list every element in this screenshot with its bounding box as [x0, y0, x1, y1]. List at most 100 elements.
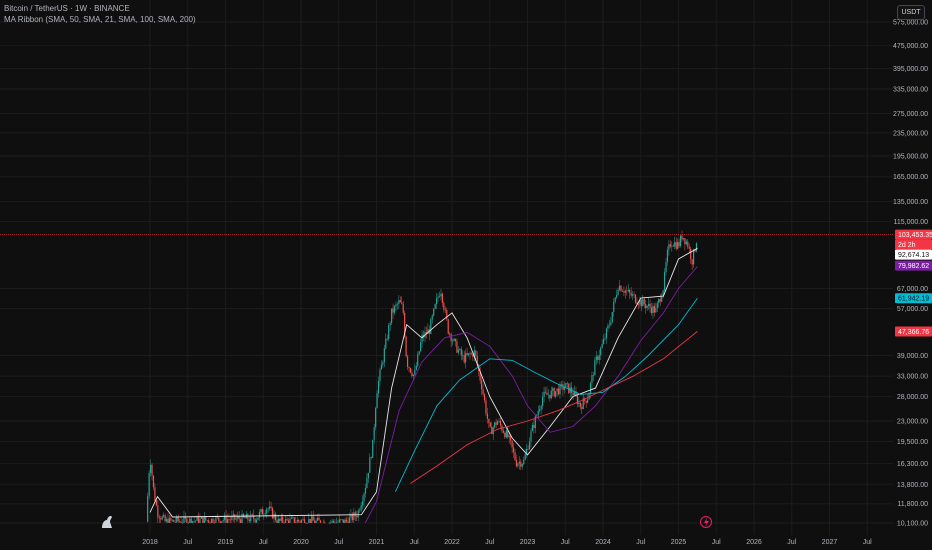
candle [399, 296, 401, 303]
candle [184, 512, 187, 523]
time-tick-3: Jul [259, 539, 268, 546]
candle [345, 516, 348, 523]
candle [517, 462, 519, 469]
candle [192, 520, 194, 523]
candle [177, 514, 179, 523]
candle [151, 463, 153, 481]
candle [479, 366, 481, 384]
candle [209, 521, 211, 524]
candle [443, 301, 445, 313]
candle [688, 243, 690, 253]
candle [592, 372, 595, 382]
candle [495, 418, 497, 429]
candle [682, 238, 685, 241]
candle [341, 519, 343, 523]
candle [610, 316, 612, 327]
candle [630, 287, 632, 298]
symbol-title[interactable]: Bitcoin / TetherUS · 1W · BINANCE [4, 4, 130, 13]
candle [197, 512, 200, 523]
candle [170, 515, 172, 523]
candle [550, 386, 552, 400]
candle [152, 475, 155, 491]
candle [229, 516, 232, 523]
candle [158, 514, 160, 523]
candle [431, 313, 433, 324]
candle [149, 459, 152, 477]
candle [405, 335, 407, 358]
candle [485, 397, 487, 417]
candle [353, 508, 355, 523]
candle [171, 519, 173, 522]
candle [614, 296, 616, 304]
candle [343, 519, 345, 523]
candle [446, 307, 448, 322]
candle [299, 519, 301, 523]
ma21-badge: 92,674.13 [895, 249, 932, 260]
candle [494, 421, 496, 430]
candle [650, 302, 653, 316]
price-tick-12: 39,000.00 [897, 353, 928, 360]
indicator-title[interactable]: MA Ribbon (SMA, 50, SMA, 21, SMA, 100, S… [4, 15, 196, 24]
ma50-badge: 79,982.62 [895, 260, 932, 271]
candle [179, 518, 181, 523]
candle [328, 521, 330, 524]
candle [486, 407, 489, 424]
ma100-badge: 61,942.19 [895, 293, 932, 304]
candle [646, 305, 648, 311]
candle [553, 386, 555, 398]
candle [652, 302, 654, 319]
candle [459, 347, 461, 352]
candle [367, 472, 369, 484]
candle [148, 470, 150, 500]
candle [518, 456, 520, 470]
candle [521, 463, 523, 470]
price-tick-2: 395,000.00 [893, 66, 928, 73]
candle [499, 416, 502, 429]
candle [579, 402, 581, 410]
candle [164, 513, 166, 523]
candle [677, 238, 679, 250]
time-axis[interactable]: 2018 Jul 2019 Jul 2020 Jul 2021 Jul 2022 Jul 2023 J… [142, 539, 872, 546]
time-tick-17: Jul [787, 539, 796, 546]
candle [202, 516, 204, 523]
svg-text:2d 2h: 2d 2h [898, 242, 916, 249]
candle [330, 519, 332, 524]
candle [267, 507, 269, 513]
candle [627, 284, 629, 293]
tradingview-logo-icon[interactable] [102, 516, 112, 528]
price-tick-11: 57,000.00 [897, 306, 928, 313]
candle [543, 386, 545, 403]
candle [658, 297, 660, 308]
candle [396, 302, 399, 310]
candle [587, 393, 589, 404]
currency-button[interactable]: USDT [897, 5, 925, 20]
candle [189, 516, 191, 523]
candle [383, 344, 385, 368]
candle [379, 367, 381, 387]
candle [350, 509, 352, 523]
time-tick-10: 2023 [520, 539, 536, 546]
candle [302, 516, 304, 521]
candle [332, 519, 335, 523]
candle [206, 519, 208, 523]
candle [549, 394, 551, 402]
candle [244, 514, 246, 519]
candle [492, 425, 494, 441]
candle [380, 360, 383, 370]
candle [286, 516, 288, 521]
price-tick-7: 165,000.00 [893, 174, 928, 181]
candle [338, 515, 340, 523]
price-axis[interactable]: 575,000.00 475,000.00 395,000.00 335,000.00… [893, 20, 928, 528]
lightning-icon[interactable] [700, 516, 712, 528]
candle [375, 406, 377, 431]
candle [344, 517, 346, 523]
price-tick-20: 10,100.00 [897, 521, 928, 528]
candle [226, 513, 229, 523]
candle [620, 284, 622, 292]
candle [409, 367, 412, 374]
candle [224, 512, 226, 523]
candle [258, 509, 261, 522]
candle [254, 518, 256, 523]
candle [347, 516, 349, 523]
